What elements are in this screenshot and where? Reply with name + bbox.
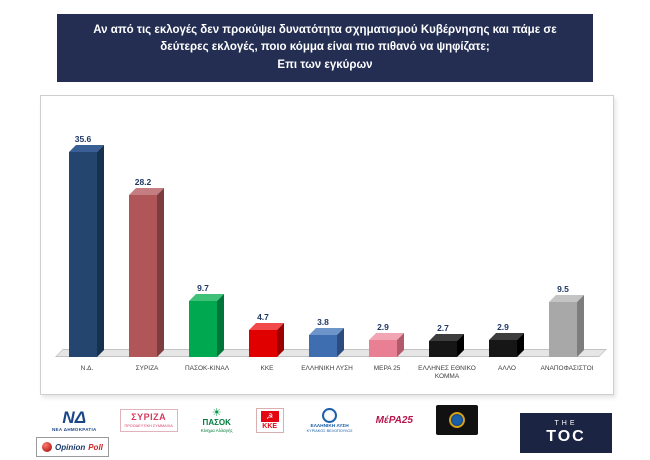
bar-category-label: ΑΛΛΟ: [498, 365, 516, 372]
nd-monogram: ΝΔ: [62, 407, 87, 427]
bar-category-label: ΚΚΕ: [260, 365, 274, 372]
bar-front-face: [129, 195, 157, 357]
bar-value-label: 3.8: [317, 317, 329, 327]
opinionpoll-logo: Opinion Poll: [36, 437, 109, 457]
bar-front-face: [189, 301, 217, 357]
bar-value-label: 2.9: [377, 322, 389, 332]
elliniki-lysi-caption: ΚΥΡΙΑΚΟΣ ΒΕΛΟΠΟΥΛΟΣ: [306, 428, 353, 433]
bar-category-label: Ν.Δ.: [80, 365, 94, 372]
bar-side-face: [157, 188, 164, 357]
ellines-emblem-box: [435, 405, 478, 435]
bar-front-face: [369, 340, 397, 357]
bar-category-label: ΣΥΡΙΖΑ: [135, 365, 159, 372]
bar-front-face: [489, 340, 517, 357]
pasok-sun-icon: ☀: [211, 406, 222, 419]
opinionpoll-name-poll: Poll: [88, 442, 103, 452]
party-logos-row: ΝΔ ΝΕΑ ΔΗΜΟΚΡΑΤΙΑ ΣΥΡΙΖΑ ΠΡΟΟΔΕΥΤΙΚΗ ΣΥΜ…: [52, 398, 478, 442]
bar: [189, 294, 224, 357]
bar-category-label: ΜΕΡΑ 25: [373, 365, 401, 372]
bar-value-label: 9.7: [197, 283, 209, 293]
bar-value-label: 2.9: [497, 322, 509, 332]
nd-caption: ΝΕΑ ΔΗΜΟΚΡΑΤΙΑ: [52, 426, 97, 432]
bar: [69, 145, 104, 357]
poll-question-text: Αν από τις εκλογές δεν προκύψει δυνατότη…: [93, 24, 557, 54]
ellines-roundel-icon: [448, 412, 465, 428]
pasok-name: ΠΑΣΟΚ: [202, 417, 231, 427]
bar-value-label: 9.5: [557, 284, 569, 294]
elliniki-lysi-logo: ΕΛΛΗΝΙΚΗ ΛΥΣΗ ΚΥΡΙΑΚΟΣ ΒΕΛΟΠΟΥΛΟΣ: [306, 407, 353, 433]
bar: [549, 295, 584, 357]
bar-value-label: 4.7: [257, 312, 269, 322]
mera25-logo: ΜέΡΑ25: [376, 415, 413, 426]
bar-front-face: [309, 335, 337, 357]
bar-side-face: [217, 294, 224, 357]
elliniki-lysi-name: ΕΛΛΗΝΙΚΗ ΛΥΣΗ: [310, 423, 349, 429]
poll-basis-text: Επι των εγκύρων: [277, 58, 373, 71]
opinionpoll-name-opinion: Opinion: [55, 442, 86, 452]
opinionpoll-ball-icon: [42, 442, 52, 452]
pasok-logo: ☀ ΠΑΣΟΚ Κίνημα Αλλαγής: [200, 406, 233, 433]
kke-logo: ☭ ΚΚΕ: [255, 407, 284, 433]
bar-front-face: [69, 152, 97, 357]
kke-flag-icon: ☭: [260, 410, 279, 422]
plot-area: 35.6 Ν.Δ. 28.2 ΣΥΡΙΖΑ 9.7 ΠΑΣΟΚ-ΚΙΝΑΛ 4.7 ΚΚΕ 3.…: [41, 96, 613, 394]
ellines-logo: [435, 405, 478, 435]
thetoc-the-text: THE: [554, 419, 578, 427]
bar-category-label: ΕΛΛΗΝΕΣ ΕΘΝΙΚΟ ΚΟΜΜΑ: [418, 365, 476, 381]
syriza-logo: ΣΥΡΙΖΑ ΠΡΟΟΔΕΥΤΙΚΗ ΣΥΜΜΑΧΙΑ: [119, 408, 178, 432]
thetoc-toc-text: TOC: [546, 427, 586, 445]
pasok-caption: Κίνημα Αλλαγής: [200, 427, 233, 433]
bar: [129, 188, 164, 357]
bar-value-label: 28.2: [134, 177, 152, 187]
bar-front-face: [549, 302, 577, 357]
bar: [369, 333, 404, 357]
bar-side-face: [97, 145, 104, 357]
bar-category-label: ΕΛΛΗΝΙΚΗ ΛΥΣΗ: [301, 365, 353, 372]
bar-front-face: [249, 330, 277, 357]
bar-category-label: ΑΝΑΠΟΦΑΣΙΣΤΟΙ: [540, 365, 594, 372]
bar-category-label: ΠΑΣΟΚ-ΚΙΝΑΛ: [184, 365, 230, 372]
bar-front-face: [429, 341, 457, 357]
kke-name: ΚΚΕ: [262, 422, 278, 430]
syriza-name: ΣΥΡΙΖΑ: [131, 411, 167, 422]
mera25-name: ΜέΡΑ25: [375, 414, 413, 426]
bar: [489, 333, 524, 357]
syriza-caption: ΠΡΟΟΔΕΥΤΙΚΗ ΣΥΜΜΑΧΙΑ: [124, 423, 173, 428]
elliniki-lysi-seal-icon: [322, 407, 338, 423]
bar-side-face: [577, 295, 584, 357]
bar: [429, 334, 464, 357]
bar-value-label: 2.7: [437, 323, 449, 333]
thetoc-logo: THE TOC: [520, 413, 612, 453]
nd-logo: ΝΔ ΝΕΑ ΔΗΜΟΚΡΑΤΙΑ: [52, 409, 97, 432]
bar-value-label: 35.6: [74, 134, 92, 144]
bar-chart-panel: 35.6 Ν.Δ. 28.2 ΣΥΡΙΖΑ 9.7 ΠΑΣΟΚ-ΚΙΝΑΛ 4.7 ΚΚΕ 3.…: [40, 95, 614, 395]
bar: [309, 328, 344, 357]
bar: [249, 323, 284, 357]
poll-question-banner: Αν από τις εκλογές δεν προκύψει δυνατότη…: [57, 14, 593, 82]
